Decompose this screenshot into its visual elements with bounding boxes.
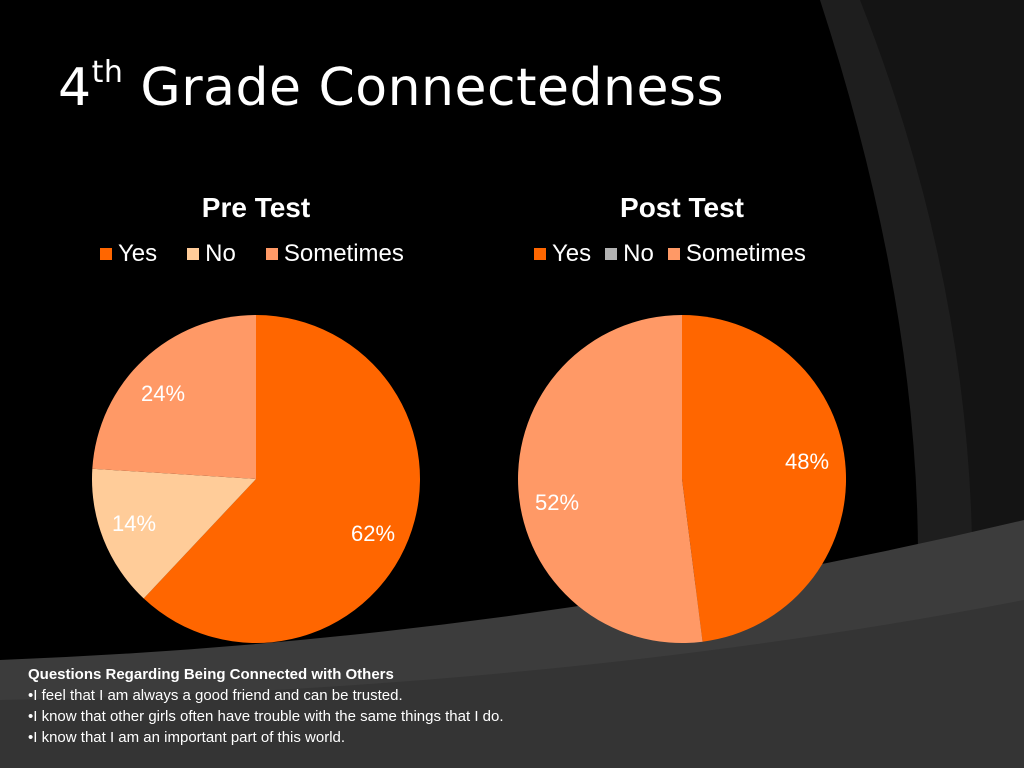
pie-slice-yes [682, 315, 847, 642]
legend-label-sometimes: Sometimes [283, 240, 404, 267]
data-label-sometimes: 24% [141, 381, 185, 406]
legend-swatch-no [605, 248, 618, 260]
pre-test-chart-title: Pre Test [201, 192, 311, 223]
legend-swatch-yes [100, 248, 112, 260]
notes-heading: Questions Regarding Being Connected with… [28, 666, 394, 683]
legend-item-yes: Yes [534, 240, 591, 268]
notes-item: •I know that other girls often have trou… [28, 708, 504, 725]
pie-slice-sometimes [92, 315, 256, 479]
questions-notes: Questions Regarding Being Connected with… [28, 664, 504, 748]
legend-swatch-sometimes [667, 248, 680, 260]
legend-label-yes: Yes [118, 240, 158, 267]
pie-slice-yes [143, 315, 420, 643]
post-test-pie: 48% 52% [518, 315, 847, 643]
legend-label-sometimes: Sometimes [685, 240, 806, 267]
notes-item: •I know that I am an important part of t… [28, 729, 346, 746]
legend-item-no: No [605, 240, 654, 268]
legend-item-sometimes: Sometimes [265, 240, 404, 268]
legend-label-no: No [623, 240, 654, 267]
legend-label-no: No [205, 240, 236, 267]
title-superscript: th [91, 55, 124, 90]
data-label-yes: 62% [351, 521, 395, 546]
pre-test-legend: Yes No Sometimes [100, 240, 404, 268]
post-test-legend: Yes No Sometimes [534, 240, 806, 268]
legend-item-sometimes: Sometimes [667, 240, 806, 268]
legend-item-no: No [187, 240, 236, 268]
legend-swatch-no [187, 248, 200, 260]
pre-test-pie: 62% 14% 24% [91, 315, 420, 643]
data-label-sometimes: 52% [535, 490, 579, 515]
page-title: 4th Grade Connectedness [58, 55, 725, 118]
data-label-yes: 48% [785, 449, 829, 474]
legend-item-yes: Yes [100, 240, 157, 268]
pie-slice-sometimes [518, 315, 703, 643]
background-band-bottom-shade [0, 600, 1024, 768]
legend-swatch-sometimes [265, 248, 278, 260]
data-label-no: 14% [112, 511, 156, 536]
post-test-chart-title: Post Test [620, 192, 744, 223]
legend-label-yes: Yes [552, 240, 592, 267]
pie-slice-no [91, 468, 257, 599]
notes-item: •I feel that I am always a good friend a… [28, 687, 403, 704]
legend-swatch-yes [534, 248, 546, 260]
